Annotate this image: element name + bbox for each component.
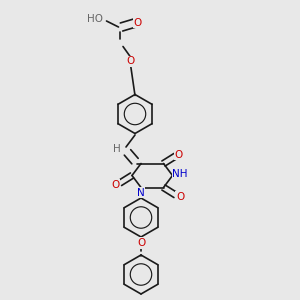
Text: NH: NH	[172, 169, 188, 179]
Text: O: O	[134, 17, 142, 28]
Text: O: O	[126, 56, 135, 67]
Text: O: O	[176, 191, 184, 202]
Text: O: O	[174, 149, 183, 160]
Text: O: O	[111, 179, 120, 190]
Text: H: H	[113, 143, 121, 154]
Text: O: O	[137, 238, 145, 248]
Text: HO: HO	[88, 14, 103, 25]
Text: N: N	[137, 188, 145, 198]
